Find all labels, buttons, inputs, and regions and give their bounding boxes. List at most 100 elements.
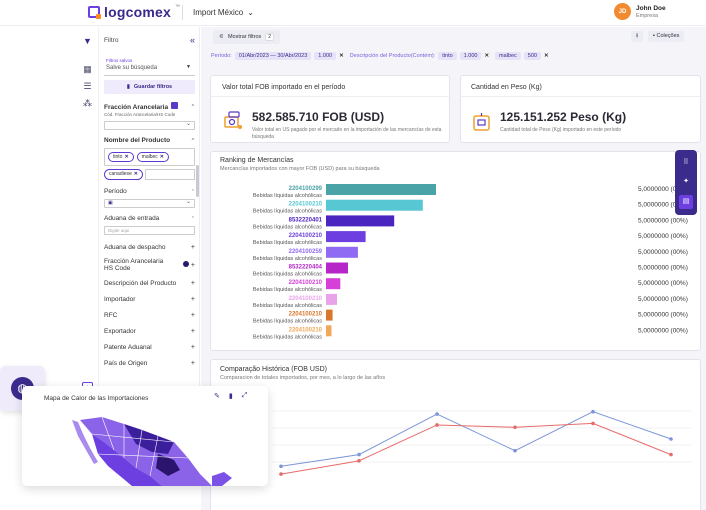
section-exportador[interactable]: Exportador + [104,323,195,339]
trash-icon[interactable]: ▮ [228,393,233,400]
bar[interactable] [326,293,337,305]
section-pais-origen[interactable]: País de Origen + [104,355,195,371]
bar-code-label: 2204100299 [289,186,323,192]
bar-value-label: 5,0000000 (00%) [638,202,688,209]
series-point[interactable] [435,423,439,427]
bar[interactable] [326,246,358,258]
producto-chip-input[interactable]: tinto ✕ malbec ✕ [104,148,195,166]
money-truck-icon [224,111,242,129]
section-importador[interactable]: Importador + [104,291,195,307]
section-hs-code[interactable]: Fracción Arancelaria HS Code + [104,255,195,275]
chip-tinto[interactable]: tinto ✕ [108,152,134,162]
period-chip[interactable]: 01/Abr/2023 — 30/Abr/2023 [234,52,312,60]
save-filters-button[interactable]: ▮ Guardar filtros [104,80,195,94]
section-aduana-entrada[interactable]: Aduana de entrada ⌃ [104,215,195,222]
section-patente[interactable]: Patente Aduanal + [104,339,195,355]
section-periodo[interactable]: Período ⌃ [104,188,195,195]
bar[interactable] [326,325,332,337]
bar-value-label: 5,0000000 (00%) [638,296,688,303]
producto-input[interactable] [145,169,195,180]
expand-icon[interactable]: ⤢ [241,392,248,399]
section-fraccion[interactable]: Fracción Arancelaria ⌃ [104,102,195,111]
close-icon[interactable]: ✕ [159,154,164,160]
chip-count: 1.000 [463,53,478,59]
section-descripcion[interactable]: Descripción del Producto + [104,275,195,291]
calendar-icon: ▣ [108,200,113,206]
bar[interactable] [326,199,423,211]
bar[interactable] [326,215,395,227]
plus-icon: + [190,279,195,287]
saved-filters-select[interactable]: Filtros salvos Salve su búsqueda ▼ [104,56,195,76]
user-menu[interactable]: JD John Doe Empresa [614,3,666,20]
filter-scrollbar[interactable] [196,165,199,197]
network-icon[interactable]: ⁂ [83,98,92,108]
top-bar: logcomex ™ Import México ⌄ JD John Doe E… [0,0,706,26]
history-line-chart [271,409,691,476]
bar-desc-label: Bebidas líquidas alcohólicas [253,193,322,199]
caret-down-icon: ▼ [186,64,191,70]
series-point[interactable] [591,421,595,426]
series-point[interactable] [669,452,673,457]
chevron-up-icon: ⌃ [190,215,195,222]
bar[interactable] [326,184,436,195]
section-rfc[interactable]: RFC + [104,307,195,323]
bar-desc-label: Bebidas líquidas alcohólicas [253,209,322,215]
save-filters-label: Guardar filtros [133,84,173,90]
download-button[interactable]: ⭳ [631,31,643,42]
edit-icon[interactable]: ✎ [214,393,220,400]
bar-desc-label: Bebidas líquidas alcohólicas [253,256,322,262]
fob-desc: Valor total en US pagado por el mercado … [252,127,442,140]
fraccion-sublabel: Cód. Fracción Arancelaria/HS Code [104,112,176,117]
series-line-blue [280,411,672,467]
series-point[interactable] [591,409,595,414]
series-point[interactable] [279,464,283,469]
close-icon[interactable]: ✕ [484,53,490,59]
bar[interactable] [326,262,348,274]
series-point[interactable] [513,448,517,453]
map-region-central [92,434,162,486]
close-icon[interactable]: ✕ [339,53,344,59]
series-point[interactable] [669,437,673,441]
sparkle-icon[interactable]: ✦ [683,178,689,186]
collapse-icon[interactable]: « [189,35,195,45]
chip-malbec[interactable]: malbec ✕ [136,152,169,162]
series-point[interactable] [357,452,361,457]
dashboard-icon[interactable]: ▦ [83,64,92,74]
user-name: John Doe [636,4,666,12]
series-point[interactable] [435,412,439,416]
section-producto[interactable]: Nombre del Producto ⌃ [104,137,195,144]
fob-kpi-card: Valor total FOB importado en el período … [210,75,451,143]
fraccion-select[interactable] [104,120,195,130]
bar-value-label: 5,0000000 (00%) [638,280,688,287]
bar-desc-label: Bebidas líquidas alcohólicas [253,224,322,230]
bar-desc-label: Bebidas líquidas alcohólicas [253,319,322,325]
info-icon [171,102,179,109]
bar-desc-label: Bebidas líquidas alcohólicas [253,303,322,309]
close-icon[interactable]: ✕ [124,154,129,160]
series-point[interactable] [357,459,361,463]
brand-logo[interactable]: logcomex ™ [88,4,180,20]
close-icon[interactable]: ✕ [133,171,138,177]
user-org: Empresa [636,12,659,19]
list-icon[interactable]: ☰ [83,81,92,91]
filter-icon[interactable]: ▼ [83,36,92,46]
chip-malbec[interactable]: malbec [495,52,521,60]
bar[interactable] [326,278,341,290]
show-filters-button[interactable]: ⚟ Mostrar filtros 2 [213,30,281,44]
series-point[interactable] [279,472,283,476]
series-point[interactable] [513,425,517,430]
chip-canadiese[interactable]: canadiese ✕ [104,169,143,180]
collections-button[interactable]: ▪ Coleções [648,31,685,42]
chat-icon[interactable]: ▤ [679,195,693,210]
module-selector[interactable]: Import México ⌄ [193,8,254,17]
bar-code-label: 2204100210 [289,233,323,239]
close-icon[interactable]: ✕ [543,53,549,59]
periodo-select[interactable]: ▣ [104,198,195,208]
section-aduana-despacho[interactable]: Aduana de despacho + [104,239,195,255]
grid-icon[interactable]: ⠿ [683,158,689,166]
bar[interactable] [326,231,366,243]
ranking-card: Ranking de Mercancías Mercancías importa… [210,151,701,351]
aduana-input[interactable]: Digite aqui [104,226,195,235]
chip-tinto[interactable]: tinto [438,52,457,60]
bar[interactable] [326,309,333,321]
